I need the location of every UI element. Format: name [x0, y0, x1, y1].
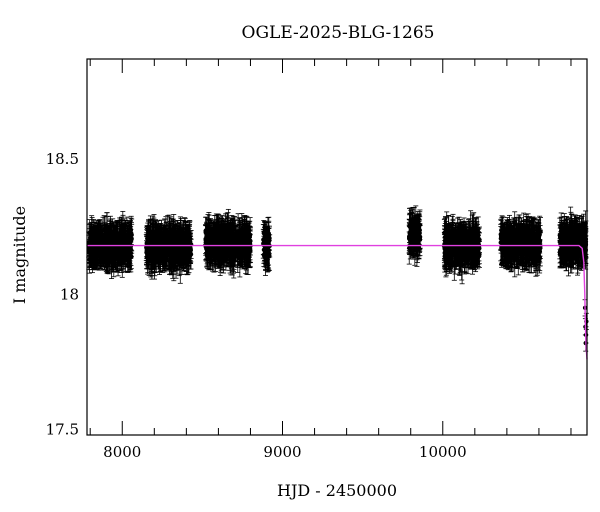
point-marker [118, 234, 123, 239]
point-marker [89, 228, 94, 233]
data-points-layer [86, 205, 589, 352]
point-marker [144, 250, 149, 255]
point-marker [168, 237, 173, 243]
point-marker [88, 240, 94, 245]
x-axis-label: HJD - 2450000 [277, 481, 397, 500]
point-marker [127, 255, 132, 261]
point-marker [95, 246, 100, 251]
point-marker [182, 237, 188, 242]
point-marker [156, 246, 161, 252]
point-marker [123, 250, 128, 256]
point-marker [181, 250, 187, 255]
y-axis-label: I magnitude [10, 206, 29, 304]
point-marker [105, 258, 111, 264]
chart-title: OGLE-2025-BLG-1265 [242, 23, 435, 43]
point-marker [150, 247, 155, 253]
point-marker [129, 232, 134, 238]
point-marker [111, 246, 116, 251]
point-marker [188, 246, 193, 251]
point-marker [149, 253, 154, 259]
point-marker [118, 246, 124, 251]
